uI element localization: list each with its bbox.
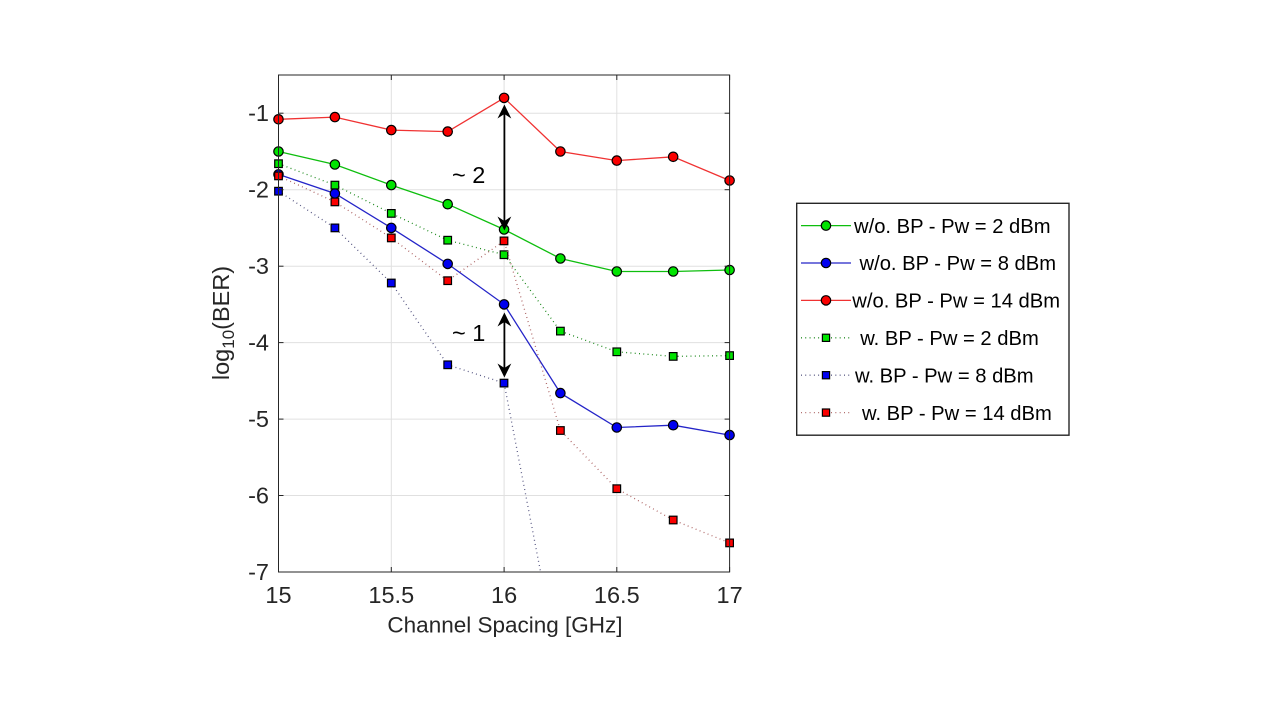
svg-text:~ 1: ~ 1 [452, 320, 485, 346]
svg-text:-1: -1 [248, 100, 269, 126]
svg-text:-4: -4 [248, 330, 269, 356]
svg-text:w/o. BP - Pw = 2 dBm: w/o. BP - Pw = 2 dBm [853, 216, 1051, 238]
svg-text:w/o. BP - Pw = 14 dBm: w/o. BP - Pw = 14 dBm [851, 291, 1060, 313]
svg-text:w. BP - Pw = 14 dBm: w. BP - Pw = 14 dBm [861, 403, 1052, 425]
svg-text:16.5: 16.5 [594, 582, 640, 608]
svg-text:-2: -2 [248, 177, 269, 203]
svg-text:-7: -7 [248, 559, 269, 585]
svg-text:17: 17 [717, 582, 743, 608]
svg-text:15.5: 15.5 [368, 582, 414, 608]
svg-text:w. BP - Pw = 2 dBm: w. BP - Pw = 2 dBm [859, 328, 1039, 350]
svg-text:-6: -6 [248, 483, 269, 509]
svg-text:15: 15 [265, 582, 291, 608]
svg-text:16: 16 [491, 582, 517, 608]
svg-text:Channel Spacing [GHz]: Channel Spacing [GHz] [387, 613, 622, 638]
svg-text:w/o. BP - Pw = 8 dBm: w/o. BP - Pw = 8 dBm [859, 253, 1057, 275]
svg-text:~ 2: ~ 2 [452, 162, 485, 188]
svg-text:-3: -3 [248, 253, 269, 279]
svg-text:-5: -5 [248, 406, 269, 432]
svg-text:w. BP - Pw = 8 dBm: w. BP - Pw = 8 dBm [854, 365, 1034, 387]
svg-text:log10(BER): log10(BER) [208, 266, 238, 380]
